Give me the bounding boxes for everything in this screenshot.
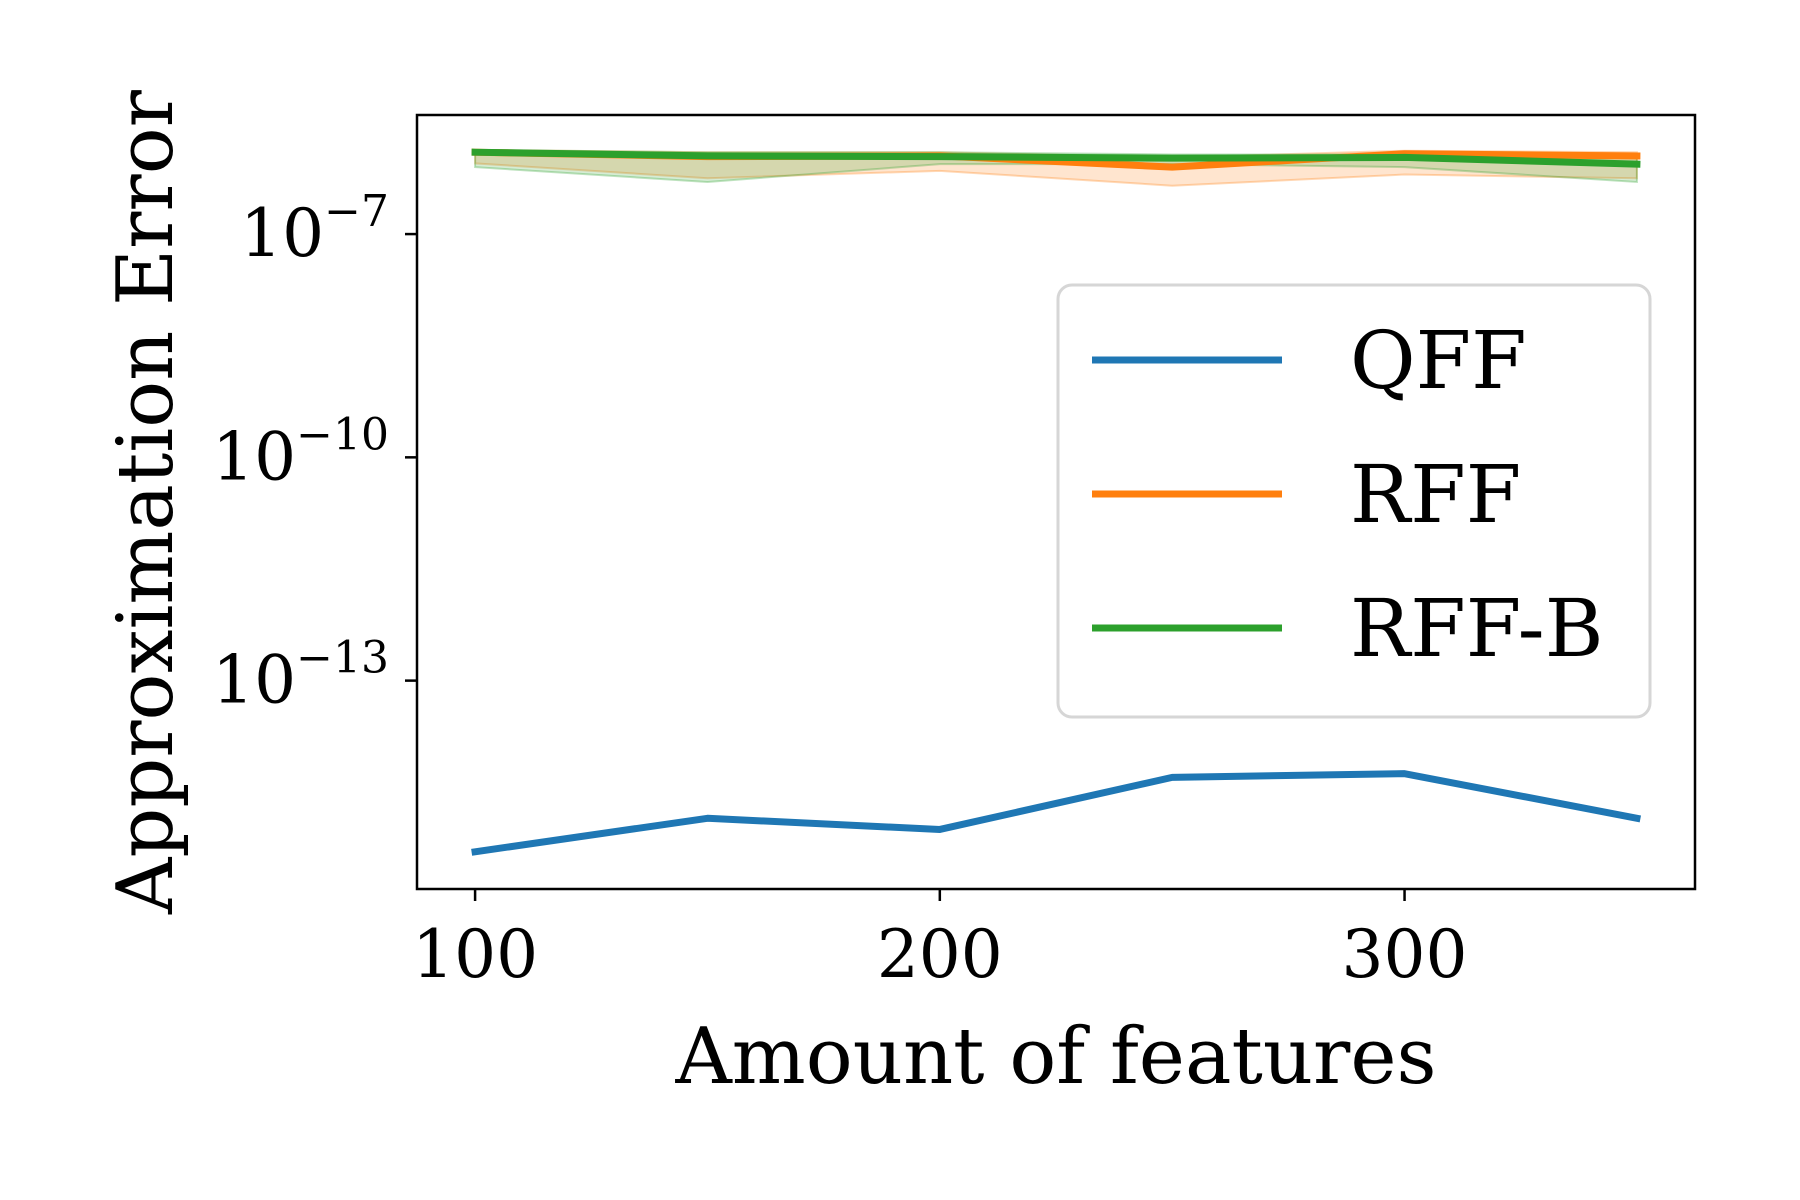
x-axis-label: Amount of features	[674, 1012, 1436, 1102]
x-axis-ticks: 100 200 300	[412, 889, 1468, 993]
y-axis-label: Approximation Error	[101, 89, 191, 915]
x-tick-label: 100	[412, 916, 538, 993]
series-line-qff	[471, 770, 1642, 856]
y-axis-ticks: 10−7 10−10 10−13	[212, 186, 417, 719]
x-tick-label: 300	[1342, 916, 1468, 993]
series-line-rff-b	[471, 148, 1641, 168]
legend-label-rff-b: RFF-B	[1350, 582, 1603, 675]
x-tick-label: 200	[877, 916, 1003, 993]
legend: QFF RFF RFF-B	[1056, 283, 1652, 719]
series-lines	[471, 148, 1642, 856]
y-tick-label: 10−7	[240, 186, 389, 272]
legend-label-rff: RFF	[1350, 448, 1521, 541]
legend-box	[1056, 283, 1652, 719]
legend-items: QFF RFF RFF-B	[1092, 314, 1603, 675]
y-tick-label: 10−13	[212, 633, 389, 719]
plot-frame	[415, 113, 1697, 891]
y-tick-label: 10−10	[212, 409, 389, 495]
legend-label-qff: QFF	[1350, 314, 1527, 407]
